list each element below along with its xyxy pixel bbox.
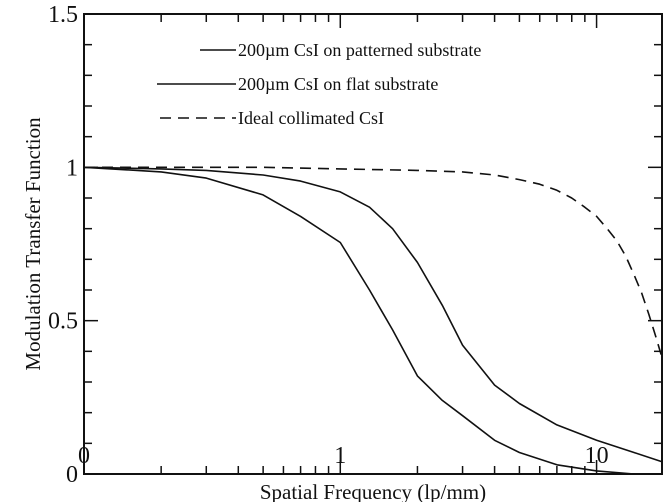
x-tick-label: 0	[78, 443, 90, 469]
series-line-1	[83, 166, 663, 463]
legend: 200µm CsI on patterned substrate 200µm Cs…	[157, 40, 481, 128]
legend-label: Ideal collimated CsI	[238, 108, 384, 128]
y-tick-label: 0.5	[48, 309, 78, 335]
axis-tick-labels: 0 1 10 0 0.5 1 1.5	[48, 2, 609, 488]
x-axis-title: Spatial Frequency (lp/mm)	[260, 480, 486, 502]
series-lines	[83, 166, 663, 475]
y-tick-label: 0	[66, 462, 78, 488]
legend-label: 200µm CsI on patterned substrate	[238, 40, 481, 60]
y-tick-label: 1.5	[48, 2, 78, 28]
x-tick-label: 10	[585, 443, 609, 469]
legend-label: 200µm CsI on flat substrate	[238, 74, 438, 94]
plot-frame	[83, 13, 663, 475]
y-tick-label: 1	[66, 155, 78, 181]
series-line-2	[83, 166, 635, 475]
series-line-3	[84, 166, 663, 358]
plot-frame-group	[83, 13, 663, 475]
x-tick-label: 1	[334, 443, 346, 469]
y-axis-title: Modulation Transfer Function	[21, 117, 45, 371]
